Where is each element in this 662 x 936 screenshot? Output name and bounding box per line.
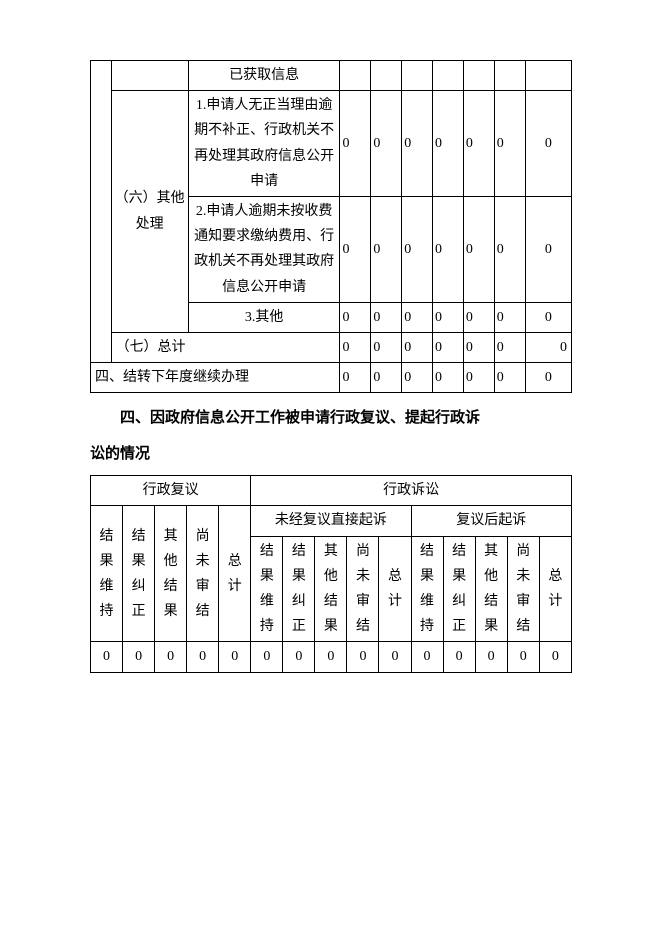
col-header: 尚未审结 bbox=[187, 506, 219, 642]
cell: 0 bbox=[525, 363, 571, 393]
section-heading-cont: 讼的情况 bbox=[90, 439, 572, 475]
header-weijing: 未经复议直接起诉 bbox=[251, 506, 411, 536]
cell: 0 bbox=[494, 363, 525, 393]
heading-line2: 讼的情况 bbox=[90, 445, 150, 462]
col-header: 结果纠正 bbox=[123, 506, 155, 642]
cell: 0 bbox=[475, 642, 507, 672]
cell: 0 bbox=[91, 642, 123, 672]
cell: 0 bbox=[379, 642, 411, 672]
table-row: 0 0 0 0 0 0 0 0 0 0 0 0 0 0 0 bbox=[91, 642, 572, 672]
cell: 0 bbox=[463, 332, 494, 362]
cell: 0 bbox=[371, 302, 402, 332]
cell: 0 bbox=[463, 363, 494, 393]
cell: 0 bbox=[315, 642, 347, 672]
table-row: 行政复议 行政诉讼 bbox=[91, 476, 572, 506]
cell bbox=[371, 61, 402, 91]
section-heading: 四、因政府信息公开工作被申请行政复议、提起行政诉 bbox=[90, 393, 572, 439]
table-row: （七）总计 0 0 0 0 0 0 0 bbox=[91, 332, 572, 362]
col-header: 尚未审结 bbox=[507, 536, 539, 642]
cell: 0 bbox=[494, 91, 525, 197]
cell: 0 bbox=[340, 363, 371, 393]
cell bbox=[494, 61, 525, 91]
cell: 0 bbox=[463, 302, 494, 332]
cell: 0 bbox=[433, 332, 464, 362]
cell: 0 bbox=[402, 196, 433, 302]
cell: 0 bbox=[283, 642, 315, 672]
cell: 0 bbox=[433, 363, 464, 393]
cell: 0 bbox=[494, 302, 525, 332]
cell: 0 bbox=[402, 302, 433, 332]
table-row: 已获取信息 bbox=[91, 61, 572, 91]
cell: 0 bbox=[539, 642, 571, 672]
cell: 0 bbox=[347, 642, 379, 672]
cell: 0 bbox=[187, 642, 219, 672]
cell: 0 bbox=[371, 332, 402, 362]
col-header: 其他结果 bbox=[315, 536, 347, 642]
heading-line1: 四、因政府信息公开工作被申请行政复议、提起行政诉 bbox=[120, 409, 480, 426]
col-header: 其他结果 bbox=[155, 506, 187, 642]
cell: 0 bbox=[463, 91, 494, 197]
cell: 0 bbox=[371, 91, 402, 197]
stub-cell bbox=[111, 61, 188, 91]
row-label: 3.其他 bbox=[188, 302, 340, 332]
stub-cell bbox=[91, 61, 112, 91]
cell: 0 bbox=[251, 642, 283, 672]
stub-cell bbox=[91, 91, 112, 363]
cell bbox=[463, 61, 494, 91]
col-header: 总计 bbox=[219, 506, 251, 642]
table-row: 结果维持 结果纠正 其他结果 尚未审结 总计 未经复议直接起诉 复议后起诉 bbox=[91, 506, 572, 536]
table-row: 四、结转下年度继续办理 0 0 0 0 0 0 0 bbox=[91, 363, 572, 393]
row-label: 四、结转下年度继续办理 bbox=[91, 363, 340, 393]
cell: 0 bbox=[525, 196, 571, 302]
table-row: （六）其他处理 1.申请人无正当理由逾期不补正、行政机关不再处理其政府信息公开申… bbox=[91, 91, 572, 197]
row-label: 已获取信息 bbox=[188, 61, 340, 91]
row-label: 2.申请人逾期未按收费通知要求缴纳费用、行政机关不再处理其政府信息公开申请 bbox=[188, 196, 340, 302]
col-header: 结果维持 bbox=[91, 506, 123, 642]
header-susong: 行政诉讼 bbox=[251, 476, 572, 506]
cell: 0 bbox=[402, 332, 433, 362]
group-label: （六）其他处理 bbox=[111, 91, 188, 333]
cell bbox=[402, 61, 433, 91]
table-litigation: 行政复议 行政诉讼 结果维持 结果纠正 其他结果 尚未审结 总计 未经复议直接起… bbox=[90, 475, 572, 672]
cell bbox=[340, 61, 371, 91]
cell: 0 bbox=[340, 302, 371, 332]
col-header: 结果纠正 bbox=[443, 536, 475, 642]
col-header: 尚未审结 bbox=[347, 536, 379, 642]
cell: 0 bbox=[494, 332, 525, 362]
cell: 0 bbox=[433, 302, 464, 332]
cell: 0 bbox=[507, 642, 539, 672]
col-header: 结果维持 bbox=[411, 536, 443, 642]
cell bbox=[525, 61, 571, 91]
cell bbox=[433, 61, 464, 91]
cell: 0 bbox=[433, 91, 464, 197]
cell: 0 bbox=[340, 196, 371, 302]
cell: 0 bbox=[494, 196, 525, 302]
col-header: 结果纠正 bbox=[283, 536, 315, 642]
cell: 0 bbox=[443, 642, 475, 672]
cell: 0 bbox=[371, 196, 402, 302]
col-header: 总计 bbox=[379, 536, 411, 642]
cell: 0 bbox=[340, 332, 371, 362]
cell: 0 bbox=[402, 91, 433, 197]
cell: 0 bbox=[402, 363, 433, 393]
cell: 0 bbox=[123, 642, 155, 672]
cell: 0 bbox=[525, 332, 571, 362]
header-fuyihou: 复议后起诉 bbox=[411, 506, 571, 536]
row-label: （七）总计 bbox=[111, 332, 340, 362]
cell: 0 bbox=[219, 642, 251, 672]
header-fuyi: 行政复议 bbox=[91, 476, 251, 506]
col-header: 其他结果 bbox=[475, 536, 507, 642]
col-header: 总计 bbox=[539, 536, 571, 642]
cell: 0 bbox=[525, 91, 571, 197]
cell: 0 bbox=[433, 196, 464, 302]
col-header: 结果维持 bbox=[251, 536, 283, 642]
cell: 0 bbox=[411, 642, 443, 672]
cell: 0 bbox=[371, 363, 402, 393]
cell: 0 bbox=[463, 196, 494, 302]
row-label: 1.申请人无正当理由逾期不补正、行政机关不再处理其政府信息公开申请 bbox=[188, 91, 340, 197]
cell: 0 bbox=[155, 642, 187, 672]
cell: 0 bbox=[525, 302, 571, 332]
table-disclosure-handling: 已获取信息 （六）其他处理 1.申请人无正当理由逾期不补正、行政机关不再处理其政… bbox=[90, 60, 572, 393]
cell: 0 bbox=[340, 91, 371, 197]
